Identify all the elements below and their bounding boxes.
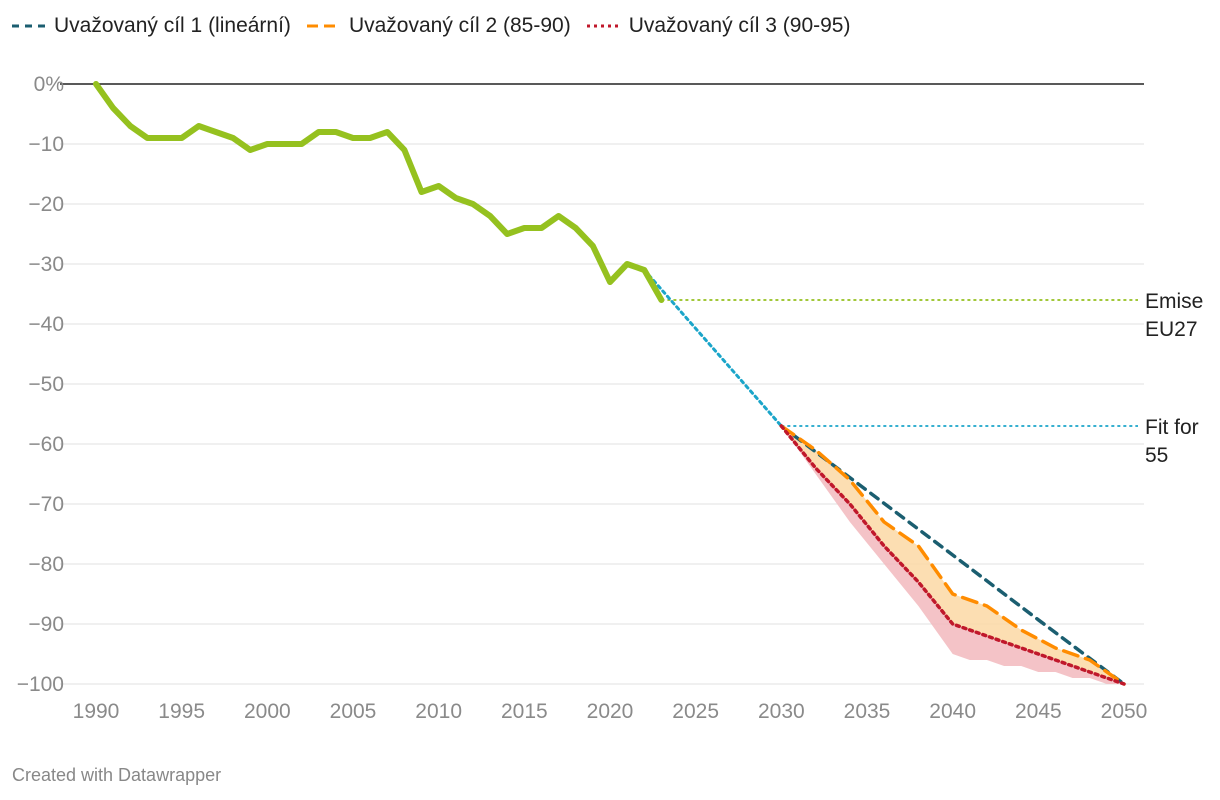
x-tick-label: 2020 [587, 700, 634, 723]
y-tick-label: −70 [28, 493, 64, 516]
y-tick-label: −90 [28, 613, 64, 636]
legend-label-target2: Uvažovaný cíl 2 (85-90) [348, 14, 571, 37]
legend-item-target1[interactable]: Uvažovaný cíl 1 (lineární) [12, 14, 291, 38]
x-tick-label: 2040 [929, 700, 976, 723]
y-tick-label: −100 [17, 673, 64, 696]
legend-label-target1: Uvažovaný cíl 1 (lineární) [54, 14, 291, 37]
legend-label-target3: Uvažovaný cíl 3 (90-95) [628, 14, 851, 37]
fit55_ref-label: Fit for [1145, 416, 1199, 439]
band2-area [781, 426, 1124, 684]
y-tick-label: −10 [28, 133, 64, 156]
y-tick-label: −20 [28, 193, 64, 216]
legend-item-target2[interactable]: Uvažovaný cíl 2 (85-90) [306, 14, 571, 38]
y-tick-label: 0% [34, 73, 64, 96]
target1-series-line [779, 424, 1126, 686]
y-tick-label: −40 [28, 313, 64, 336]
bridge-series-line [642, 268, 783, 428]
x-tick-label: 2045 [1015, 700, 1062, 723]
y-tick-label: −50 [28, 373, 64, 396]
footer-credit: Created with Datawrapper [12, 765, 222, 785]
legend: Uvažovaný cíl 1 (lineární) Uvažovaný cíl… [12, 14, 866, 38]
x-tick-label: 2050 [1101, 700, 1148, 723]
x-tick-label: 2035 [844, 700, 891, 723]
historical-series-line [93, 81, 665, 303]
x-tick-label: 2015 [501, 700, 548, 723]
x-tick-label: 2010 [415, 700, 462, 723]
emise_ref-label: EU27 [1145, 318, 1198, 341]
y-tick-label: −30 [28, 253, 64, 276]
legend-dashed-swatch-icon [12, 24, 46, 28]
legend-dotted-swatch-icon [586, 24, 621, 28]
emissions-chart: 0% −10 −20 −30 −40 −50 −60 −70 −80 −90 −100 1990 199… [17, 73, 1204, 723]
fit55_ref-label: 55 [1145, 444, 1168, 467]
legend-long-dashed-swatch-icon [306, 24, 341, 28]
target3-series-line [779, 424, 1126, 686]
y-tick-label: −60 [28, 433, 64, 456]
x-tick-label: 1995 [158, 700, 205, 723]
x-tick-label: 2030 [758, 700, 805, 723]
target2-series-line [779, 424, 1126, 686]
band3-area [781, 426, 1124, 684]
emise_ref-label: Emise [1145, 290, 1203, 313]
x-tick-label: 2000 [244, 700, 291, 723]
x-tick-label: 1990 [73, 700, 120, 723]
x-tick-label: 2005 [330, 700, 377, 723]
y-tick-label: −80 [28, 553, 64, 576]
x-tick-label: 2025 [672, 700, 719, 723]
legend-item-target3[interactable]: Uvažovaný cíl 3 (90-95) [586, 14, 851, 38]
